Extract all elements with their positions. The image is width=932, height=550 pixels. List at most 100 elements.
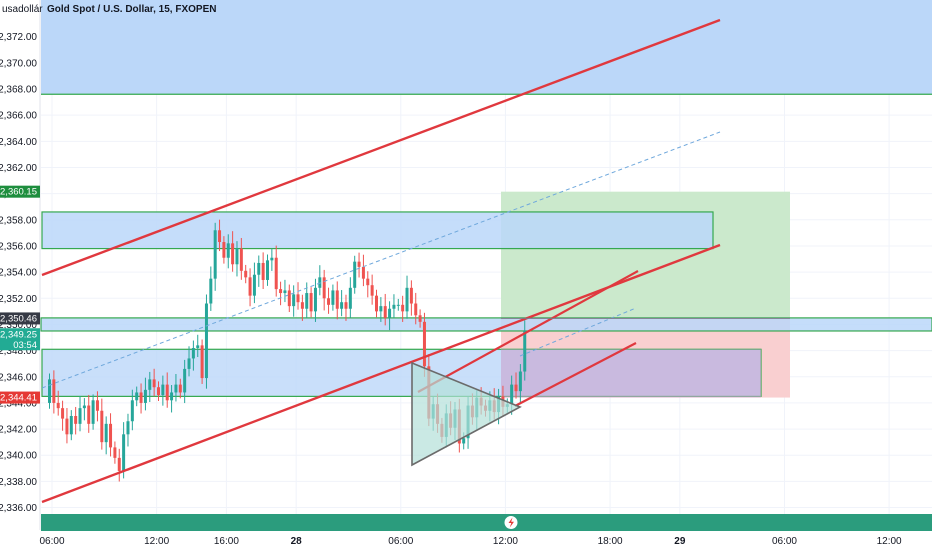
candle-down bbox=[366, 278, 370, 286]
price-tick-label: 2,362.00 bbox=[0, 163, 37, 174]
price-badge-countdown: 03:54 bbox=[13, 340, 37, 351]
candle-down bbox=[87, 405, 91, 424]
time-axis-panel[interactable] bbox=[0, 531, 932, 550]
candle-up bbox=[191, 347, 195, 359]
candle-up bbox=[126, 421, 130, 435]
price-tick-label: 2,354.00 bbox=[0, 268, 37, 279]
price-badge-label: 2,350.46 bbox=[0, 313, 37, 324]
support-band bbox=[40, 317, 932, 332]
candle-down bbox=[335, 290, 339, 309]
candle-down bbox=[95, 400, 99, 411]
time-tick-label: 06:00 bbox=[772, 536, 797, 547]
price-badge bbox=[0, 185, 40, 198]
candle-down bbox=[375, 295, 378, 312]
candle-down bbox=[370, 285, 374, 296]
candle-down bbox=[152, 379, 156, 388]
price-tick-label: 2,340.00 bbox=[0, 451, 37, 462]
candle-up bbox=[292, 294, 296, 307]
candle-down bbox=[344, 302, 348, 309]
price-badge-label: 2,349.25 bbox=[0, 329, 37, 340]
bottom-toolbar-bar[interactable] bbox=[41, 514, 932, 531]
candle-down bbox=[287, 290, 291, 307]
candle-down bbox=[231, 243, 235, 265]
target-zone bbox=[501, 191, 790, 318]
candle-up bbox=[204, 303, 208, 379]
candle-up bbox=[518, 371, 522, 392]
overlap-zone bbox=[501, 349, 761, 398]
candle-up bbox=[143, 389, 147, 403]
candle-down bbox=[200, 345, 204, 379]
candle-up bbox=[392, 304, 396, 309]
price-axis-panel[interactable] bbox=[0, 0, 40, 530]
candle-down bbox=[409, 287, 413, 304]
candle-down bbox=[56, 402, 60, 409]
candle-down bbox=[117, 457, 121, 471]
candle-up bbox=[78, 408, 82, 424]
candle-up bbox=[340, 302, 344, 309]
candle-down bbox=[165, 384, 169, 401]
candle-up bbox=[266, 260, 269, 280]
price-tick-label: 2,338.00 bbox=[0, 477, 37, 488]
candle-up bbox=[348, 287, 352, 309]
price-tick-label: 2,342.00 bbox=[0, 425, 37, 436]
time-tick-label: 06:00 bbox=[39, 536, 64, 547]
chart-title: Gold Spot / U.S. Dollar, 15, FXOPEN bbox=[47, 4, 216, 15]
price-badge-label: 2,360.15 bbox=[0, 187, 37, 198]
price-tick-label: 2,368.00 bbox=[0, 85, 37, 96]
candle-down bbox=[218, 230, 222, 243]
upper-channel-line bbox=[41, 18, 721, 277]
candle-up bbox=[405, 287, 409, 312]
time-axis-ticks: 06:00 12:00 16:00 28 06:00 12:00 18:00 29 06:00 1… bbox=[39, 536, 902, 547]
candle-down bbox=[178, 384, 182, 393]
candle-down bbox=[139, 392, 143, 403]
price-tick-label: 2,348.00 bbox=[0, 346, 37, 357]
candle-up bbox=[82, 405, 86, 409]
candle-down bbox=[244, 270, 248, 278]
time-tick-label: 18:00 bbox=[598, 536, 623, 547]
candle-up bbox=[523, 330, 527, 372]
candle-down bbox=[157, 387, 160, 396]
candle-up bbox=[313, 287, 317, 312]
candle-up bbox=[257, 262, 261, 275]
candle-up bbox=[148, 379, 152, 390]
candle-up bbox=[161, 384, 165, 396]
candle-down bbox=[74, 416, 78, 424]
time-tick-label: 29 bbox=[674, 536, 686, 547]
candle-up bbox=[235, 248, 239, 265]
candle-down bbox=[52, 379, 56, 403]
candle-down bbox=[383, 306, 387, 318]
price-tick-label: 2,344.00 bbox=[0, 398, 37, 409]
candle-up bbox=[209, 278, 213, 304]
candle-down bbox=[113, 447, 117, 458]
candle-down bbox=[274, 257, 278, 290]
time-tick-label: 28 bbox=[291, 536, 303, 547]
time-tick-label: 12:00 bbox=[144, 536, 169, 547]
candle-up bbox=[396, 304, 400, 306]
resistance-box bbox=[41, 211, 714, 250]
price-tick-label: 2,370.00 bbox=[0, 58, 37, 69]
candle-up bbox=[135, 392, 139, 401]
candle-up bbox=[183, 368, 187, 393]
candle-up bbox=[130, 400, 134, 422]
price-tick-label: 2,372.00 bbox=[0, 32, 37, 43]
candle-down bbox=[65, 418, 69, 435]
candle-down bbox=[61, 408, 65, 419]
candle-down bbox=[296, 294, 300, 303]
candle-up bbox=[270, 257, 274, 261]
channel-midline bbox=[41, 131, 721, 389]
price-tick-label: 2,336.00 bbox=[0, 503, 37, 514]
candle-up bbox=[462, 438, 466, 444]
upper-supply-zone bbox=[41, 0, 932, 95]
price-badge-label: 2,344.41 bbox=[0, 393, 37, 404]
lightning-icon[interactable] bbox=[504, 516, 518, 529]
candle-down bbox=[222, 242, 226, 258]
candle-down bbox=[248, 277, 252, 296]
candle-up bbox=[331, 290, 335, 305]
candle-up bbox=[388, 308, 392, 318]
price-badge bbox=[0, 312, 40, 325]
candle-up bbox=[91, 400, 95, 424]
price-axis-ticks: 2,336.00 2,338.00 2,340.00 2,342.00 2,344.00… bbox=[0, 32, 37, 514]
wedge-upper-line bbox=[417, 270, 639, 393]
